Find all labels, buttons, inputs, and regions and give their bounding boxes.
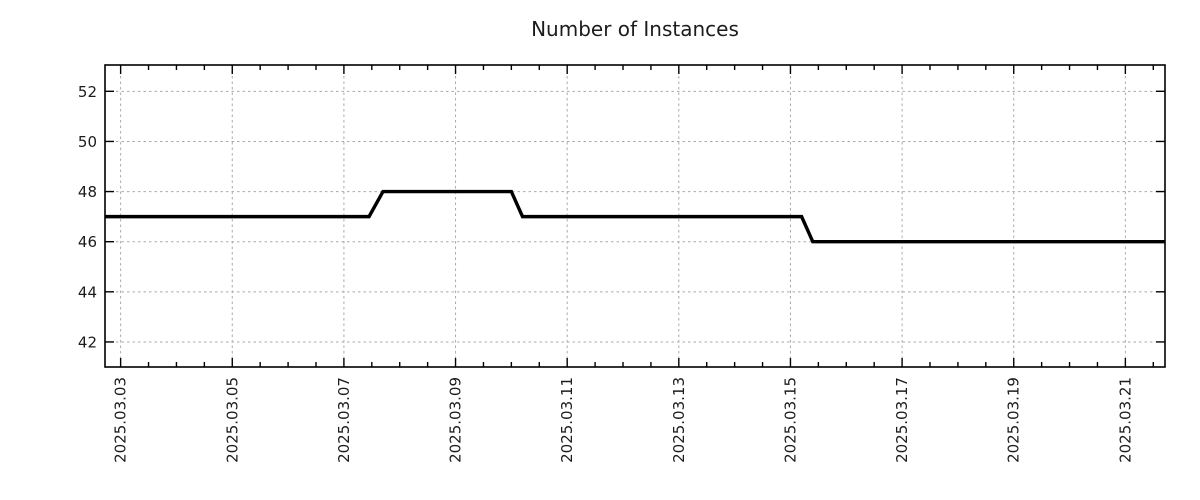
- y-tick-label: 44: [78, 283, 97, 301]
- plot-border: [104, 64, 1166, 368]
- x-tick-label: 2025.03.07: [335, 377, 353, 463]
- x-tick-label: 2025.03.15: [781, 377, 799, 463]
- y-tick-label: 48: [78, 183, 97, 201]
- x-tick-label: 2025.03.21: [1116, 377, 1134, 463]
- y-tick-label: 50: [78, 133, 97, 151]
- series-instances-line: [105, 189, 1165, 244]
- x-tick-label: 2025.03.19: [1005, 377, 1023, 463]
- chart-title: Number of Instances: [531, 17, 739, 41]
- x-tick-label: 2025.03.11: [558, 377, 576, 463]
- x-tick-label: 2025.03.17: [893, 377, 911, 463]
- y-tick-label: 46: [78, 233, 97, 251]
- x-tick-label: 2025.03.09: [447, 377, 465, 463]
- y-tick-label: 42: [78, 333, 97, 351]
- x-tick-label: 2025.03.03: [112, 377, 130, 463]
- x-tick-label: 2025.03.13: [670, 377, 688, 463]
- x-tick-label: 2025.03.05: [223, 377, 241, 463]
- y-tick-label: 52: [78, 83, 97, 101]
